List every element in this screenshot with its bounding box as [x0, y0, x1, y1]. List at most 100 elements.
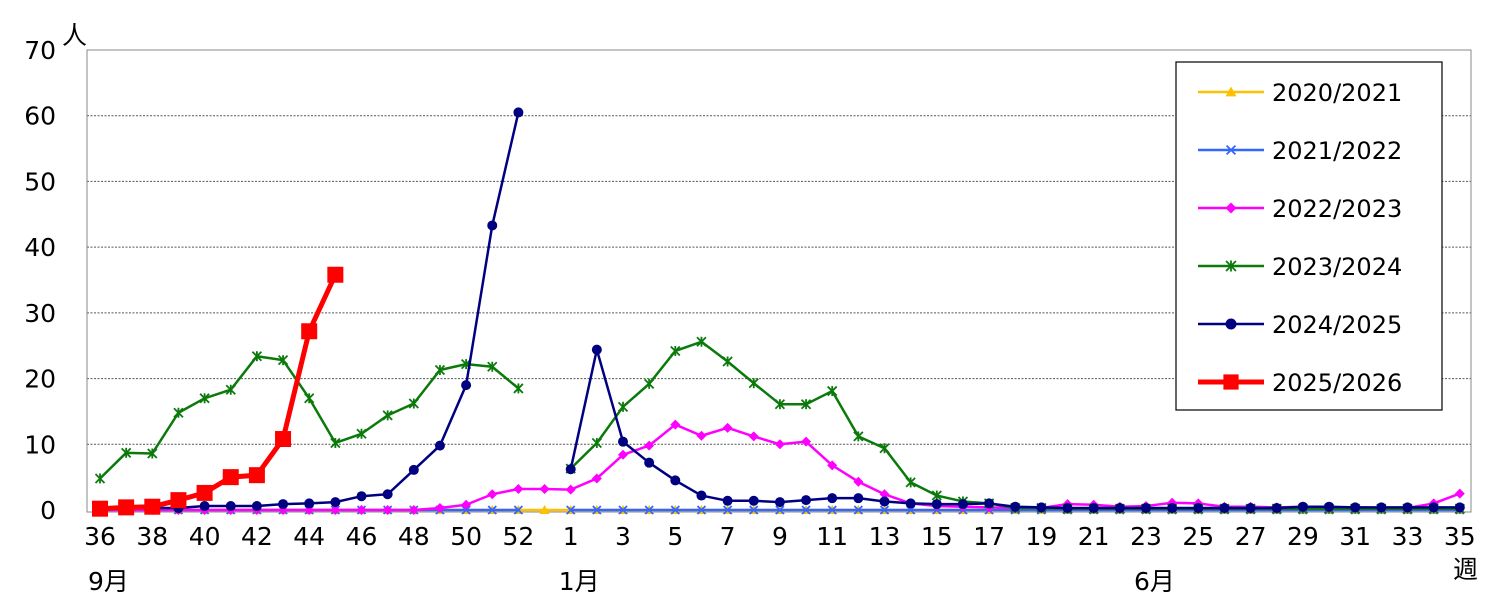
series-2024-2025-point-20 — [1062, 503, 1073, 514]
series-2024-2025-point-24 — [1167, 503, 1178, 514]
series-2022-2023-point-5 — [670, 419, 681, 430]
series-2021-2022-point-12 — [853, 505, 863, 515]
x-tick-label-40: 40 — [189, 522, 221, 551]
series-2023-2024-point-37 — [121, 447, 132, 458]
series-2024-2025-point-43 — [278, 499, 289, 510]
series-2024-2025-point-3 — [618, 436, 628, 447]
series-2021-2022-point-8 — [749, 505, 759, 515]
legend-item-2025-2026: 2025/2026 — [1198, 369, 1402, 397]
series-2021-2022-point-5-b — [670, 505, 680, 515]
series-2024-2025-point-26 — [1219, 503, 1230, 514]
series-2021-2022-point-7 — [722, 505, 733, 515]
x-tick-label-11: 11 — [816, 522, 848, 551]
x-tick-label-19: 19 — [1025, 522, 1057, 551]
series-2024-2025-point-4 — [644, 457, 655, 468]
x-tick-label-36: 36 — [84, 522, 116, 551]
series-2022-2023-point-11 — [827, 460, 838, 471]
x-tick-label-48: 48 — [398, 522, 430, 551]
series-2025-2026-point-44 — [301, 323, 318, 340]
month-label-1: 1月 — [559, 567, 600, 596]
series-2023-2024-point-8 — [748, 378, 759, 389]
legend-item-2024-2025: 2024/2025 — [1198, 311, 1402, 339]
legend-item-2024-2025-marker — [1225, 318, 1237, 330]
series-2022-2023-point-2 — [591, 473, 602, 484]
series-2024-2025-point-45 — [330, 497, 341, 508]
series-2025-2026-point-40 — [196, 484, 213, 501]
series-2024-2025-point-29 — [1297, 501, 1308, 512]
x-tick-label-50: 50 — [450, 522, 482, 551]
x-tick-label-1: 1 — [563, 522, 579, 551]
series-2024-2025-point-21 — [1088, 503, 1099, 514]
legend-item-2025-2026-label: 2025/2026 — [1272, 369, 1402, 397]
series-2025-2026-point-36 — [92, 500, 108, 517]
series-2023-2024-point-51 — [487, 361, 498, 372]
series-2024-2025-point-40 — [199, 501, 210, 512]
series-2023-2024-point-52 — [513, 383, 524, 394]
series-2023-2024-point-3 — [617, 401, 629, 412]
x-tick-label-52: 52 — [502, 522, 534, 551]
series-2023-2024-point-39 — [173, 407, 184, 418]
series-2025-2026-point-42 — [248, 467, 265, 484]
series-2020-2021-point-53 — [539, 505, 550, 514]
series-2021-2022-point-4 — [644, 505, 654, 515]
series-2022-2023-point-7 — [722, 422, 733, 433]
series-2024-2025-point-1 — [565, 464, 576, 475]
series-2022-2023-point-35 — [1454, 488, 1465, 499]
x-tick-label-35: 35 — [1444, 522, 1476, 551]
series-lines — [92, 107, 1465, 517]
legend-item-2024-2025-label: 2024/2025 — [1272, 311, 1402, 339]
series-2024-2025-line-0 — [100, 112, 520, 510]
series-2025-2026-point-43 — [275, 431, 292, 448]
series-2022-2023-point-51 — [487, 489, 498, 500]
series-2022-2023-point-6 — [696, 430, 707, 441]
legend-item-2021-2022: 2021/2022 — [1198, 137, 1402, 165]
series-2022-2023-point-52 — [513, 483, 524, 494]
series-2021-2022-point-52-b — [513, 505, 524, 515]
series-2021-2022-point-51-b — [487, 505, 497, 515]
series-2024-2025-point-23 — [1141, 503, 1151, 514]
series-2025-2026 — [92, 266, 344, 517]
x-tick-label-38: 38 — [136, 522, 168, 551]
series-2024-2025-point-47 — [382, 489, 393, 500]
x-tick-label-33: 33 — [1392, 522, 1424, 551]
series-2023-2024-point-13 — [879, 443, 890, 454]
y-tick-label-60: 60 — [24, 102, 56, 131]
x-tick-label-3: 3 — [615, 522, 631, 551]
x-tick-label-44: 44 — [293, 522, 325, 551]
x-tick-label-7: 7 — [720, 522, 736, 551]
x-tick-label-46: 46 — [346, 522, 378, 551]
legend-box — [1175, 61, 1443, 411]
series-2021-2022-point-5 — [670, 505, 680, 515]
series-2022-2023-point-48 — [408, 505, 419, 515]
legend-item-2020-2021: 2020/2021 — [1198, 79, 1402, 107]
series-2023-2024-point-38 — [147, 448, 158, 459]
legend-item-2022-2023: 2022/2023 — [1198, 195, 1402, 223]
series-2024-2025-point-11 — [827, 493, 838, 504]
series-2023-2024-point-43 — [277, 355, 289, 366]
x-tick-label-17: 17 — [973, 522, 1005, 551]
series-2025-2026-point-38 — [144, 498, 161, 515]
month-label-23: 6月 — [1134, 567, 1175, 596]
series-2024-2025-point-8 — [748, 495, 759, 506]
x-axis-ticks: 36 38 40 42 44 46 48 50 52 1 3 5 7 9 11 13 15 17 19 21 23 25 2… — [84, 522, 1476, 551]
series-2022-2023-point-12 — [853, 476, 864, 487]
series-2024-2025-point-25 — [1193, 503, 1204, 514]
series-2024-2025-point-16 — [957, 499, 968, 510]
series-2024-2025-point-50 — [461, 380, 472, 391]
series-2021-2022-point-13-b — [879, 505, 890, 515]
series-2024-2025-point-46 — [356, 491, 367, 502]
series-2023-2024-point-4 — [644, 378, 655, 389]
series-2023-2024-point-15 — [931, 490, 942, 501]
series-2024-2025-point-13 — [879, 496, 890, 507]
series-2024-2025-point-12 — [853, 493, 864, 504]
series-2021-2022-point-4-b — [644, 505, 654, 515]
x-tick-label-5: 5 — [667, 522, 683, 551]
series-2024-2025-point-14 — [905, 498, 916, 509]
series-2024-2025-point-27 — [1245, 503, 1256, 514]
series-2023-2024-point-5 — [670, 345, 681, 357]
series-2023-2024-point-45 — [330, 437, 341, 449]
series-2024-2025-point-35 — [1454, 502, 1465, 513]
series-2021-2022-point-12-b — [853, 505, 863, 515]
x-tick-label-29: 29 — [1287, 522, 1319, 551]
legend: 2020/2021 2021/2022 2022/2023 2023/2024 2024… — [1175, 61, 1443, 411]
